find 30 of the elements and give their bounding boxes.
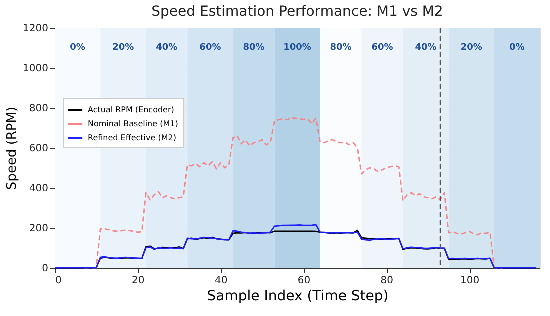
band-label: 40% bbox=[156, 43, 178, 53]
band-label: 100% bbox=[284, 43, 312, 53]
legend-label: Refined Effective (M2) bbox=[88, 134, 176, 142]
band-label: 20% bbox=[112, 43, 134, 53]
band-label: 80% bbox=[243, 43, 265, 53]
x-tick-label: 20 bbox=[132, 276, 145, 286]
x-tick-label: 100 bbox=[460, 276, 480, 286]
y-tick-label: 600 bbox=[29, 144, 48, 154]
y-tick-label: 1000 bbox=[23, 64, 48, 74]
legend-label: Nominal Baseline (M1) bbox=[88, 120, 178, 128]
y-tick-label: 800 bbox=[29, 104, 48, 114]
band-label: 60% bbox=[200, 43, 222, 53]
x-axis-title: Sample Index (Time Step) bbox=[207, 288, 389, 304]
band-label: 60% bbox=[372, 43, 394, 53]
y-tick-label: 400 bbox=[29, 184, 48, 194]
band-label: 0% bbox=[510, 43, 525, 53]
y-axis-title: Speed (RPM) bbox=[5, 106, 20, 190]
x-tick-label: 60 bbox=[298, 276, 311, 286]
x-tick-label: 40 bbox=[214, 276, 228, 286]
x-tick-label: 0 bbox=[56, 276, 62, 286]
band-label: 20% bbox=[460, 43, 482, 53]
y-tick-label: 200 bbox=[29, 224, 48, 234]
band-label: 80% bbox=[330, 43, 352, 53]
legend-label: Actual RPM (Encoder) bbox=[88, 106, 174, 114]
y-tick-label: 0 bbox=[42, 264, 48, 274]
band-label: 0% bbox=[70, 43, 86, 53]
x-tick-label: 80 bbox=[380, 276, 394, 286]
band-label: 40% bbox=[415, 43, 437, 53]
chart-title: Speed Estimation Performance: M1 vs M2 bbox=[152, 4, 444, 20]
y-tick-label: 1200 bbox=[23, 24, 48, 34]
